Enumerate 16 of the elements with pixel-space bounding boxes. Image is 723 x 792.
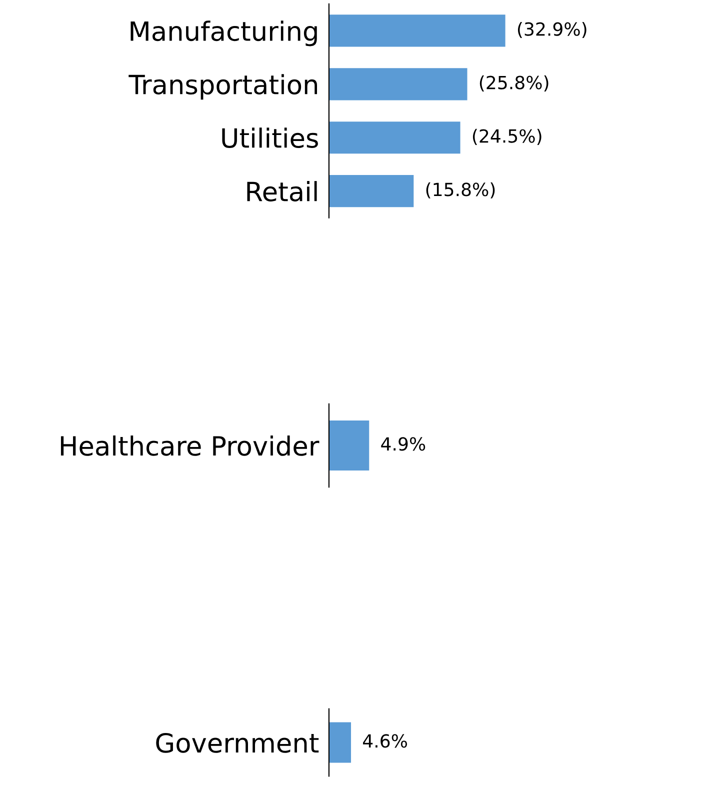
data-label: 4.9% xyxy=(381,437,426,451)
y-tick-label: Transportation xyxy=(128,74,318,100)
y-tick-label: Government xyxy=(156,732,319,753)
y-tick-label: Manufacturing xyxy=(130,20,317,46)
data-label: 4.6% xyxy=(363,734,407,748)
data-label: (15.8%) xyxy=(426,182,495,198)
data-label: (25.8%) xyxy=(480,75,548,92)
bar xyxy=(328,122,460,154)
bar xyxy=(328,175,414,208)
bar xyxy=(328,14,506,47)
data-label: (24.5%) xyxy=(472,128,542,145)
y-tick-label: Utilities xyxy=(222,128,318,148)
y-tick-label: Healthcare Provider xyxy=(60,435,320,456)
data-label: (32.9%) xyxy=(518,22,586,38)
bar xyxy=(328,68,468,100)
y-tick-label: Retail xyxy=(247,181,317,202)
